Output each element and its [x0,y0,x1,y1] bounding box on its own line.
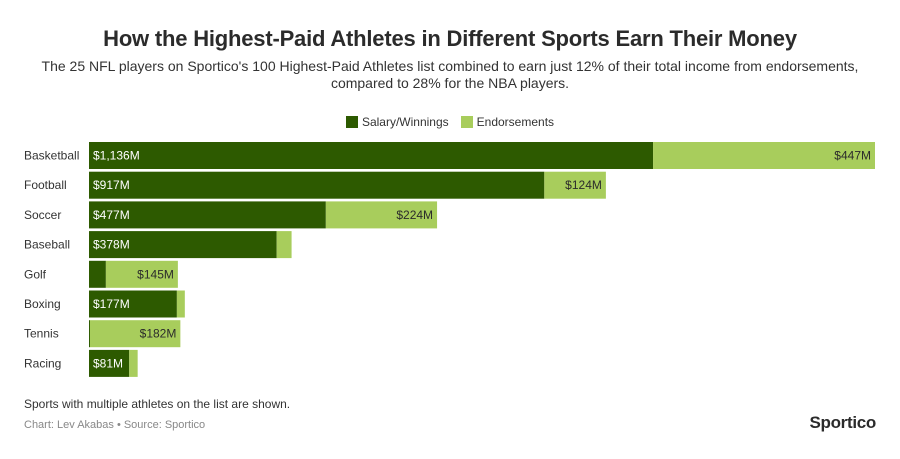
bar-endorsements [276,231,292,259]
chart-subtitle: The 25 NFL players on Sportico's 100 Hig… [41,58,859,91]
bar-value-label-endorsements: $145M [137,267,174,281]
bar-value-label-salary: $1,136M [93,149,140,163]
bar-endorsements [325,201,438,229]
chart-title: How the Highest-Paid Athletes in Differe… [103,26,797,51]
category-label: Football [24,178,67,192]
category-label: Tennis [24,327,59,341]
legend-label-salary: Salary/Winnings [361,115,449,129]
legend-swatch-salary [345,116,358,128]
legend-label-endorsements: Endorsements [476,115,555,129]
legend: Salary/Winnings Endorsements [0,115,900,129]
bar-endorsements [89,320,181,348]
sportico-logo: Sportico [809,413,876,432]
bar-value-label-endorsements: $124M [565,178,602,192]
bar-salary [89,201,326,229]
legend-swatch-endorsements [460,116,473,128]
bar-value-label-salary: $177M [93,297,130,311]
legend-item-salary: Salary/Winnings [345,115,449,129]
category-label: Basketball [24,149,79,163]
bar-value-label-salary: $81M [93,356,123,370]
category-label: Baseball [24,238,70,252]
bar-value-label-salary: $917M [93,178,130,192]
bar-value-label-salary: $378M [93,238,130,252]
bar-salary [89,142,654,169]
source-credit: Chart: Lev Akabas • Source: Sportico [24,419,206,431]
bar-value-label-endorsements: $447M [834,149,871,163]
bar-endorsements [176,290,185,318]
category-label: Racing [24,356,61,370]
bar-salary [89,171,545,199]
category-label: Boxing [24,297,61,311]
bar-salary [89,260,106,288]
bar-salary [89,290,177,318]
bar-endorsements [129,349,138,377]
bar-endorsements [544,171,606,199]
bar-salary [89,349,130,377]
legend-item-endorsements: Endorsements [460,115,555,129]
category-label: Golf [24,267,47,281]
footnote: Sports with multiple athletes on the lis… [24,397,291,411]
category-label: Soccer [24,208,61,222]
bar-value-label-endorsements: $182M [140,327,177,341]
bar-value-label-salary: $477M [93,208,130,222]
bar-value-label-endorsements: $224M [396,208,433,222]
bar-salary [89,231,277,259]
bar-endorsements [653,142,875,169]
bar-endorsements [105,260,178,288]
bar-salary [89,320,90,348]
